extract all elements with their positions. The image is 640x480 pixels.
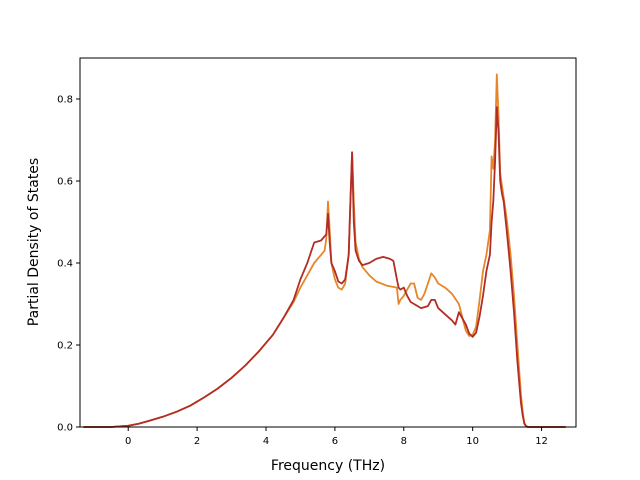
plot-area-frame xyxy=(79,57,577,428)
series-layer xyxy=(83,73,566,428)
x-tick-label: 2 xyxy=(194,436,200,447)
x-tick-label: 4 xyxy=(263,436,269,447)
x-tick-label: 10 xyxy=(466,436,479,447)
series-line-1 xyxy=(83,73,566,428)
x-tick-label: 6 xyxy=(332,436,338,447)
y-axis-ticks: 0.0 0.2 0.4 0.6 0.8 xyxy=(57,95,80,434)
y-tick-label: 0.4 xyxy=(57,259,73,270)
x-tick-label: 8 xyxy=(401,436,407,447)
x-tick-label: 0 xyxy=(125,436,131,447)
x-axis-ticks: 0 2 4 6 8 10 12 xyxy=(125,427,548,447)
y-tick-label: 0.6 xyxy=(57,177,73,188)
x-tick-label: 12 xyxy=(535,436,548,447)
y-tick-label: 0.2 xyxy=(57,341,73,352)
y-axis-label: Partial Density of States xyxy=(26,158,42,326)
x-axis-label: Frequency (THz) xyxy=(271,458,385,474)
y-tick-label: 0.8 xyxy=(57,95,73,106)
series-line-2 xyxy=(83,106,566,428)
y-tick-label: 0.0 xyxy=(57,423,73,434)
